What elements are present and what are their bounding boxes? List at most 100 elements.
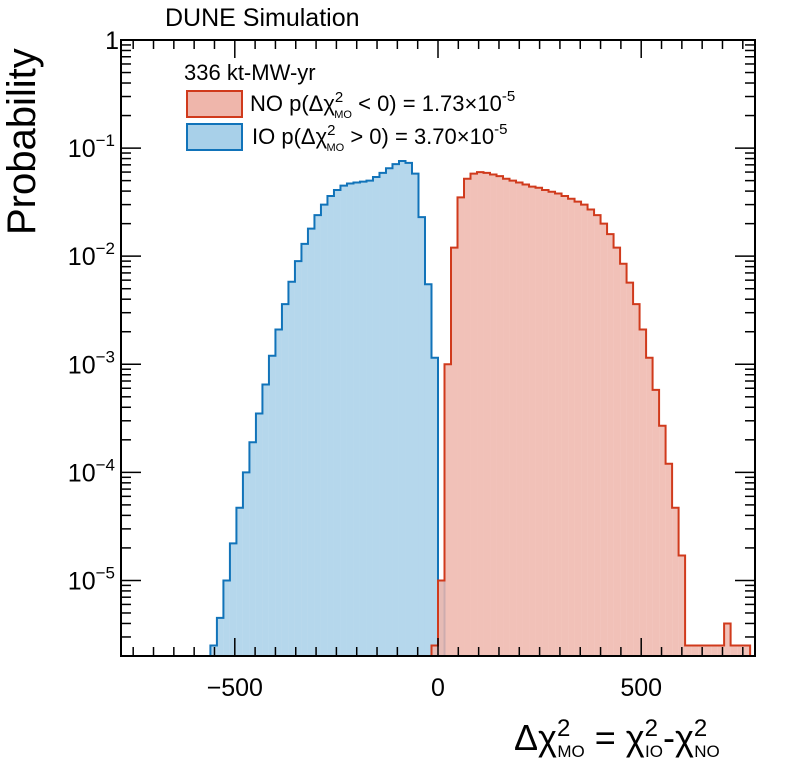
histogram-bars <box>209 159 752 656</box>
bin-no-13 <box>516 182 523 656</box>
outline-no <box>430 171 752 656</box>
bin-no-47 <box>737 645 744 656</box>
legend-label-no: NO p(Δχ2 MO < 0) = 1.73×10-5 <box>250 88 515 121</box>
bin-io-20 <box>340 185 347 656</box>
bin-no-8 <box>483 172 491 656</box>
y-tick-label: 10−1 <box>68 131 115 163</box>
bin-io-5 <box>242 472 250 656</box>
bin-no-7 <box>477 172 484 656</box>
axes-group: −500 0 500 10−5 10−4 10−3 10−2 10−1 1 <box>68 27 755 702</box>
bin-no-10 <box>496 176 504 656</box>
bin-io-17 <box>320 204 328 656</box>
bin-io-32 <box>418 217 425 656</box>
chart-title: DUNE Simulation <box>165 4 360 32</box>
bin-no-11 <box>503 178 510 656</box>
bin-io-16 <box>314 215 321 656</box>
bin-io-12 <box>288 281 295 656</box>
bin-no-1 <box>438 580 445 656</box>
legend-label-io: IO p(Δχ2 MO > 0) = 3.70×10-5 <box>252 121 507 154</box>
bin-no-24 <box>587 209 595 656</box>
bin-io-2 <box>223 580 230 656</box>
bin-io-15 <box>307 228 315 656</box>
bin-no-43 <box>711 645 718 656</box>
x-tick-label: 0 <box>431 674 445 702</box>
bin-no-31 <box>633 304 640 656</box>
legend-header: 336 kt-MW-yr <box>184 60 316 85</box>
bin-no-37 <box>672 507 679 656</box>
bin-io-31 <box>411 173 419 656</box>
bin-no-14 <box>522 184 530 656</box>
x-axis-label: Δχ2 MO = χ2 IO-χ2 NO <box>514 715 720 761</box>
bin-no-25 <box>594 215 601 656</box>
bin-no-27 <box>607 234 614 656</box>
bin-no-41 <box>698 645 705 656</box>
bin-io-33 <box>424 284 432 656</box>
bin-io-4 <box>236 507 243 656</box>
bin-io-21 <box>346 183 354 656</box>
bin-no-26 <box>600 223 608 656</box>
bin-no-15 <box>529 186 536 656</box>
bin-no-33 <box>646 357 653 656</box>
bin-no-39 <box>685 645 692 656</box>
bin-io-13 <box>294 261 302 656</box>
bin-no-22 <box>574 201 582 656</box>
bin-no-23 <box>581 204 588 656</box>
bin-no-32 <box>639 329 647 656</box>
bin-no-3 <box>451 247 458 656</box>
bin-io-10 <box>275 329 282 656</box>
y-axis-label: Probability <box>0 48 44 235</box>
bin-io-27 <box>385 168 393 656</box>
bin-no-19 <box>555 193 562 656</box>
bin-no-45 <box>724 623 731 656</box>
bin-io-7 <box>255 413 263 656</box>
bin-no-35 <box>659 425 666 656</box>
bin-no-20 <box>561 196 569 656</box>
y-tick-label: 10−3 <box>68 347 115 379</box>
bin-no-21 <box>568 198 575 656</box>
bin-io-34 <box>431 357 438 656</box>
bin-no-12 <box>509 180 517 656</box>
bin-io-24 <box>366 180 373 656</box>
bin-io-30 <box>405 162 412 656</box>
bin-io-1 <box>216 617 224 656</box>
bin-io-23 <box>359 181 367 656</box>
bin-io-8 <box>262 384 269 656</box>
x-tick-label: −500 <box>207 674 263 702</box>
bin-io-22 <box>353 182 360 656</box>
bin-no-17 <box>542 189 549 656</box>
bin-no-38 <box>678 555 686 656</box>
y-tick-label: 1 <box>105 27 119 55</box>
bin-no-48 <box>743 645 751 656</box>
bin-no-42 <box>704 645 712 656</box>
bin-io-25 <box>372 177 380 656</box>
bin-no-46 <box>730 645 738 656</box>
bin-no-40 <box>691 645 699 656</box>
bin-no-4 <box>457 197 465 656</box>
bin-no-30 <box>626 282 634 656</box>
bin-no-9 <box>490 174 497 656</box>
bin-no-2 <box>444 364 452 656</box>
y-tick-label: 10−2 <box>68 239 115 271</box>
bin-io-3 <box>229 543 237 656</box>
legend-swatch-io <box>186 123 243 151</box>
y-tick-label: 10−5 <box>68 563 115 595</box>
bin-io-6 <box>249 442 256 656</box>
x-tick-label: 500 <box>620 674 662 702</box>
bin-io-18 <box>327 196 334 656</box>
legend: 336 kt-MW-yr NO p(Δχ2 MO < 0) = 1.73×10-5… <box>184 60 515 154</box>
bin-no-44 <box>717 645 725 656</box>
bin-io-29 <box>398 160 406 656</box>
outline-io <box>209 159 446 656</box>
bin-io-26 <box>379 172 386 656</box>
bin-io-28 <box>392 164 399 656</box>
bin-io-14 <box>301 243 308 656</box>
bin-no-28 <box>613 247 621 656</box>
bin-no-0 <box>431 645 438 656</box>
y-tick-label: 10−4 <box>68 455 115 487</box>
bin-no-34 <box>652 389 660 656</box>
bin-io-0 <box>210 645 217 656</box>
bin-io-9 <box>268 355 276 656</box>
bin-no-5 <box>464 178 471 656</box>
bin-no-16 <box>535 187 543 656</box>
